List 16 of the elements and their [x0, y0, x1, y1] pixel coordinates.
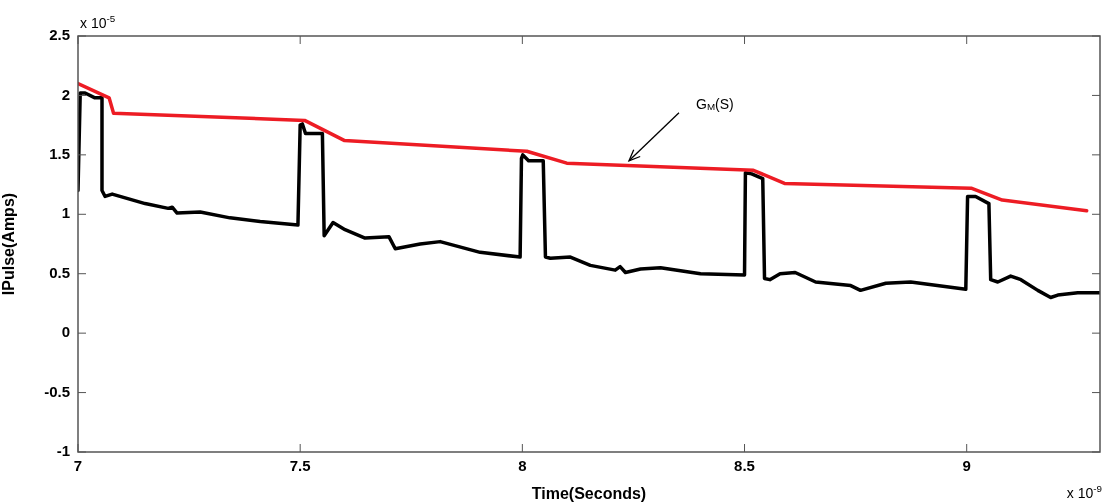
y-tick-label: 0: [61, 323, 70, 341]
x-tick-label: 7.5: [289, 457, 311, 475]
y-tick-label: 2: [61, 85, 70, 103]
y-tick-label: -0.5: [44, 382, 70, 400]
x-tick-label: 8.5: [734, 457, 755, 475]
x-axis-title: Time(Seconds): [531, 484, 647, 502]
y-tick-label: 0.5: [49, 263, 70, 281]
y-tick-label: 1: [61, 204, 70, 222]
annotation: GM(S): [695, 95, 734, 113]
y-tick-label: 2.5: [49, 26, 70, 44]
y-tick-label: -1: [56, 442, 70, 460]
x-tick-label: 9: [962, 457, 971, 475]
x-tick-label: 7: [73, 457, 83, 475]
y-axis-title: IPulse(Amps): [0, 192, 18, 296]
x-tick-label: 8: [518, 457, 527, 475]
y-tick-label: 1.5: [49, 145, 70, 162]
